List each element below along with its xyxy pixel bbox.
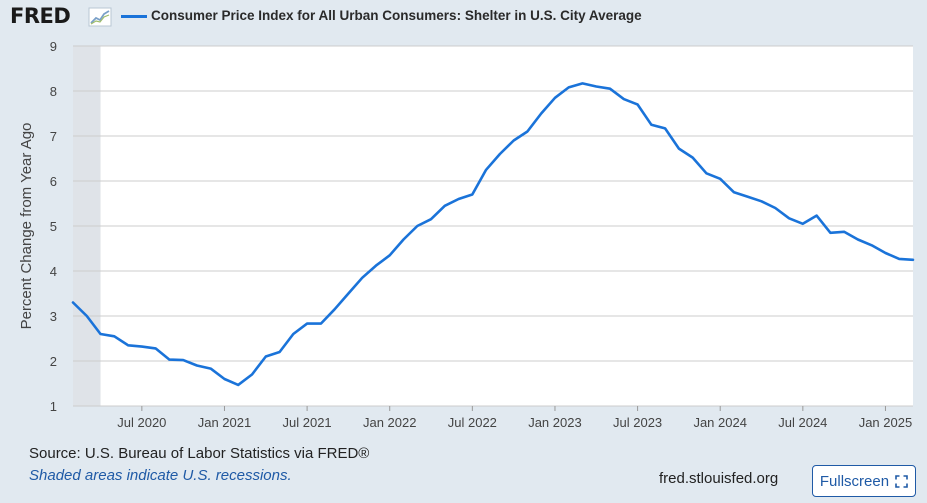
y-tick-label: 2 bbox=[50, 354, 57, 369]
y-tick-label: 3 bbox=[50, 309, 57, 324]
trend-chart-icon bbox=[88, 7, 112, 27]
x-tick-label: Jan 2023 bbox=[528, 415, 582, 430]
x-tick-label: Jan 2024 bbox=[693, 415, 747, 430]
legend-line-swatch bbox=[121, 15, 147, 18]
x-tick-label: Jan 2025 bbox=[859, 415, 913, 430]
y-tick-label: 9 bbox=[50, 39, 57, 54]
y-tick-label: 7 bbox=[50, 129, 57, 144]
y-tick-label: 1 bbox=[50, 399, 57, 414]
y-axis-label: Percent Change from Year Ago bbox=[18, 123, 35, 330]
line-chart: 1 2 3 4 5 6 7 8 9 Jul 2020 Jan 2021 Jul 2021 Jan 20… bbox=[18, 39, 915, 430]
recession-note: Shaded areas indicate U.S. recessions. bbox=[29, 467, 292, 484]
y-axis-ticks: 1 2 3 4 5 6 7 8 9 bbox=[50, 39, 57, 414]
series-line bbox=[71, 82, 915, 387]
fred-logo[interactable]: FRED bbox=[10, 4, 71, 28]
y-tick-label: 4 bbox=[50, 264, 57, 279]
x-axis-ticks: Jul 2020 Jan 2021 Jul 2021 Jan 2022 Jul 2022… bbox=[117, 406, 912, 430]
fullscreen-label: Fullscreen bbox=[819, 472, 890, 490]
x-tick-label: Jul 2021 bbox=[283, 415, 332, 430]
chart-header: FRED Consumer Price Index for All Urban … bbox=[0, 0, 927, 34]
site-link[interactable]: fred.stlouisfed.org bbox=[659, 470, 779, 487]
fullscreen-button[interactable]: Fullscreen bbox=[812, 465, 916, 497]
x-tick-label: Jul 2024 bbox=[778, 415, 827, 430]
x-tick-label: Jul 2022 bbox=[448, 415, 497, 430]
x-tick-label: Jul 2023 bbox=[613, 415, 662, 430]
x-tick-label: Jan 2022 bbox=[363, 415, 417, 430]
x-tick-label: Jan 2021 bbox=[198, 415, 252, 430]
source-note: Source: U.S. Bureau of Labor Statistics … bbox=[29, 445, 370, 462]
y-tick-label: 8 bbox=[50, 84, 57, 99]
y-tick-label: 5 bbox=[50, 219, 57, 234]
expand-corners-icon bbox=[895, 474, 908, 488]
series-layer bbox=[71, 82, 915, 387]
x-tick-label: Jul 2020 bbox=[117, 415, 166, 430]
legend-series-title: Consumer Price Index for All Urban Consu… bbox=[151, 8, 642, 23]
gridlines bbox=[73, 45, 913, 407]
y-tick-label: 6 bbox=[50, 174, 57, 189]
